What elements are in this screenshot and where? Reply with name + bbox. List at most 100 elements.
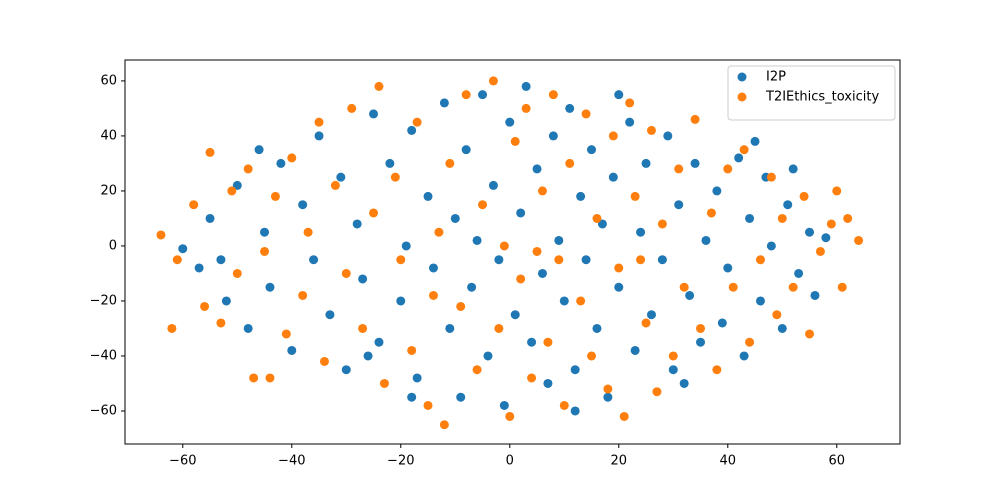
point: [777, 213, 787, 223]
point: [249, 373, 259, 383]
point: [363, 351, 373, 361]
point: [499, 400, 509, 410]
point: [205, 213, 215, 223]
point: [401, 241, 411, 251]
point: [221, 296, 231, 306]
point: [581, 109, 591, 119]
point: [837, 282, 847, 292]
point: [548, 90, 558, 100]
point: [755, 255, 765, 265]
point: [832, 186, 842, 196]
legend-box: [727, 65, 896, 121]
x-tick-label: −40: [278, 454, 305, 469]
point: [461, 145, 471, 155]
point: [358, 274, 368, 284]
point: [805, 329, 815, 339]
point: [407, 125, 417, 135]
point: [314, 117, 324, 127]
point: [706, 208, 716, 218]
point: [554, 235, 564, 245]
point: [592, 213, 602, 223]
point: [799, 191, 809, 201]
x-tick-label: −20: [387, 454, 414, 469]
point: [603, 384, 613, 394]
point: [772, 310, 782, 320]
point: [439, 98, 449, 108]
point: [478, 200, 488, 210]
point: [303, 227, 313, 237]
point: [347, 103, 357, 113]
x-tick-label: 20: [611, 454, 628, 469]
point: [260, 246, 270, 256]
y-tick-label: −40: [90, 348, 117, 363]
point: [619, 411, 629, 421]
point: [641, 318, 651, 328]
point: [445, 158, 455, 168]
point: [281, 329, 291, 339]
point: [843, 213, 853, 223]
point: [461, 90, 471, 100]
point: [358, 323, 368, 333]
point: [674, 200, 684, 210]
legend-marker: [737, 72, 747, 82]
point: [565, 158, 575, 168]
point: [788, 164, 798, 174]
point: [276, 158, 286, 168]
point: [652, 387, 662, 397]
point: [200, 301, 210, 311]
y-tick-label: 0: [109, 238, 117, 253]
point: [423, 400, 433, 410]
point: [396, 296, 406, 306]
point: [516, 208, 526, 218]
y-tick-label: −60: [90, 403, 117, 418]
point: [755, 296, 765, 306]
point: [685, 290, 695, 300]
point: [423, 191, 433, 201]
y-tick-label: 20: [100, 183, 117, 198]
point: [412, 117, 422, 127]
point: [521, 81, 531, 91]
point: [325, 310, 335, 320]
point: [494, 255, 504, 265]
point: [309, 255, 319, 265]
point: [369, 208, 379, 218]
point: [826, 219, 836, 229]
point: [232, 180, 242, 190]
point: [614, 282, 624, 292]
point: [657, 255, 667, 265]
point: [330, 180, 340, 190]
point: [821, 233, 831, 243]
legend-marker: [737, 92, 747, 102]
point: [728, 282, 738, 292]
y-tick-label: 60: [100, 73, 117, 88]
point: [630, 345, 640, 355]
point: [379, 378, 389, 388]
point: [679, 282, 689, 292]
point: [167, 323, 177, 333]
point: [472, 365, 482, 375]
point: [723, 263, 733, 273]
point: [407, 392, 417, 402]
point: [723, 164, 733, 174]
point: [592, 323, 602, 333]
point: [336, 172, 346, 182]
point: [396, 255, 406, 265]
legend-label: T2IEthics_toxicity: [765, 90, 879, 105]
point: [510, 310, 520, 320]
legend-label: I2P: [766, 70, 786, 85]
point: [614, 263, 624, 273]
point: [527, 337, 537, 347]
point: [777, 323, 787, 333]
point: [559, 296, 569, 306]
point: [369, 109, 379, 119]
point: [287, 345, 297, 355]
point: [587, 351, 597, 361]
point: [532, 246, 542, 256]
point: [696, 337, 706, 347]
point: [608, 131, 618, 141]
point: [537, 268, 547, 278]
point: [543, 378, 553, 388]
x-tick-label: −60: [169, 454, 196, 469]
point: [467, 282, 477, 292]
